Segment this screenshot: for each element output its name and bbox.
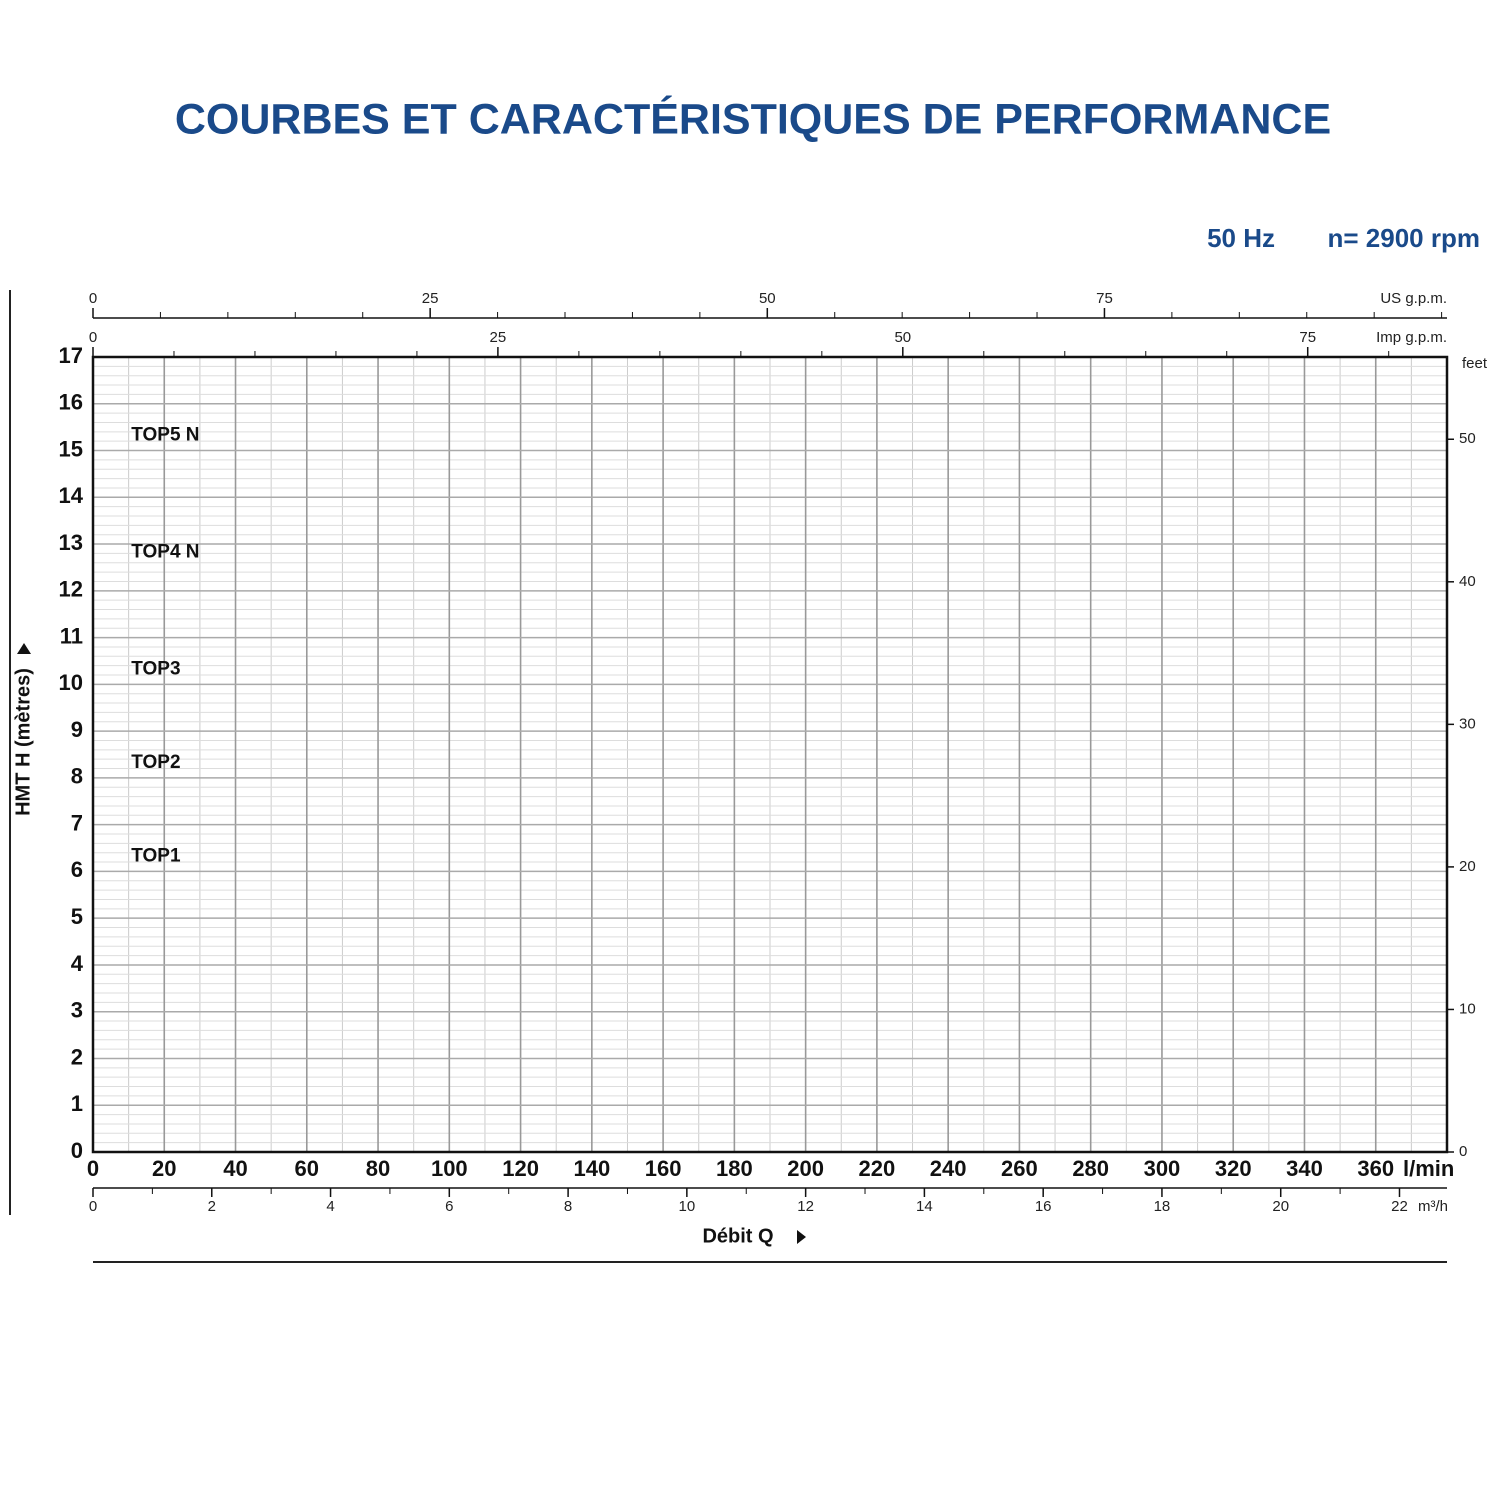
bottom-tick-label: 14 — [916, 1198, 933, 1215]
bottom-axis-label: m³/h — [1418, 1198, 1448, 1215]
top-axis-label: Imp g.p.m. — [1376, 329, 1447, 346]
curve-label: TOP5 N — [131, 425, 199, 446]
bottom-tick-label: 12 — [797, 1198, 814, 1215]
y-tick-label: 9 — [71, 717, 83, 742]
x-tick-label: 260 — [1001, 1156, 1038, 1181]
y-tick-label: 16 — [59, 390, 83, 415]
bottom-tick-label: 4 — [326, 1198, 334, 1215]
top-tick-label: 25 — [422, 290, 439, 307]
chart-title: COURBES ET CARACTÉRISTIQUES DE PERFORMAN… — [175, 95, 1331, 143]
y2-tick-label: 40 — [1459, 573, 1476, 590]
y-tick-label: 13 — [59, 530, 83, 555]
y-tick-label: 1 — [71, 1091, 83, 1116]
x-unit: l/min — [1403, 1156, 1454, 1181]
x-tick-label: 120 — [502, 1156, 539, 1181]
y-tick-label: 0 — [71, 1138, 83, 1163]
y-tick-label: 14 — [59, 483, 84, 508]
x-tick-label: 180 — [716, 1156, 753, 1181]
x-tick-label: 40 — [223, 1156, 247, 1181]
bottom-tick-label: 0 — [89, 1198, 97, 1215]
y-tick-label: 4 — [71, 951, 84, 976]
x-tick-label: 320 — [1215, 1156, 1252, 1181]
y-tick-label: 7 — [71, 810, 83, 835]
curve-label: TOP2 — [131, 752, 180, 773]
top-axis-label: US g.p.m. — [1380, 290, 1447, 307]
bottom-tick-label: 8 — [564, 1198, 572, 1215]
y-tick-label: 17 — [59, 343, 83, 368]
y-tick-label: 8 — [71, 764, 83, 789]
x-tick-label: 160 — [645, 1156, 682, 1181]
y-axis-label: HMT H (mètres) — [12, 668, 34, 816]
y-tick-label: 2 — [71, 1044, 83, 1069]
x-tick-label: 300 — [1144, 1156, 1181, 1181]
y-tick-label: 15 — [59, 436, 83, 461]
y-tick-label: 6 — [71, 857, 83, 882]
speed: n= 2900 rpm — [1328, 223, 1480, 253]
y-tick-label: 11 — [60, 623, 83, 648]
bottom-tick-label: 16 — [1035, 1198, 1052, 1215]
x-tick-label: 0 — [87, 1156, 99, 1181]
x-tick-label: 200 — [787, 1156, 824, 1181]
x-tick-label: 360 — [1357, 1156, 1394, 1181]
y2-tick-label: 10 — [1459, 1000, 1476, 1017]
bottom-tick-label: 22 — [1391, 1198, 1408, 1215]
bottom-tick-label: 2 — [208, 1198, 216, 1215]
y2-tick-label: 0 — [1459, 1143, 1467, 1160]
y-tick-label: 3 — [71, 998, 83, 1023]
x-tick-label: 140 — [573, 1156, 610, 1181]
y-arrow — [17, 643, 31, 654]
y-tick-label: 10 — [59, 670, 83, 695]
x-arrow — [797, 1230, 806, 1244]
x-tick-label: 100 — [431, 1156, 468, 1181]
curve-label: TOP1 — [131, 845, 181, 866]
top-tick-label: 75 — [1299, 329, 1316, 346]
bottom-tick-label: 20 — [1272, 1198, 1289, 1215]
y2-axis-label: feet — [1462, 355, 1488, 372]
curve-label: TOP4 N — [131, 541, 199, 562]
bottom-tick-label: 10 — [679, 1198, 696, 1215]
x-axis-label: Débit Q — [702, 1225, 773, 1247]
plot-frame — [91, 355, 1449, 1154]
x-tick-label: 280 — [1072, 1156, 1109, 1181]
top-tick-label: 0 — [89, 290, 97, 307]
curve-label: TOP3 — [131, 658, 180, 679]
top-tick-label: 50 — [759, 290, 776, 307]
bottom-tick-label: 6 — [445, 1198, 453, 1215]
top-tick-label: 25 — [490, 329, 507, 346]
x-tick-label: 80 — [366, 1156, 390, 1181]
y-tick-label: 12 — [59, 577, 83, 602]
top-tick-label: 75 — [1096, 290, 1113, 307]
x-tick-label: 60 — [295, 1156, 319, 1181]
top-tick-label: 50 — [894, 329, 911, 346]
x-tick-label: 340 — [1286, 1156, 1323, 1181]
frequency: 50 Hz — [1207, 223, 1275, 253]
x-tick-label: 20 — [152, 1156, 176, 1181]
y2-tick-label: 50 — [1459, 430, 1476, 447]
y2-tick-label: 20 — [1459, 858, 1476, 875]
x-tick-label: 220 — [859, 1156, 896, 1181]
y-tick-label: 5 — [71, 904, 83, 929]
top-tick-label: 0 — [89, 329, 97, 346]
bottom-tick-label: 18 — [1154, 1198, 1171, 1215]
x-tick-label: 240 — [930, 1156, 967, 1181]
y2-tick-label: 30 — [1459, 715, 1476, 732]
